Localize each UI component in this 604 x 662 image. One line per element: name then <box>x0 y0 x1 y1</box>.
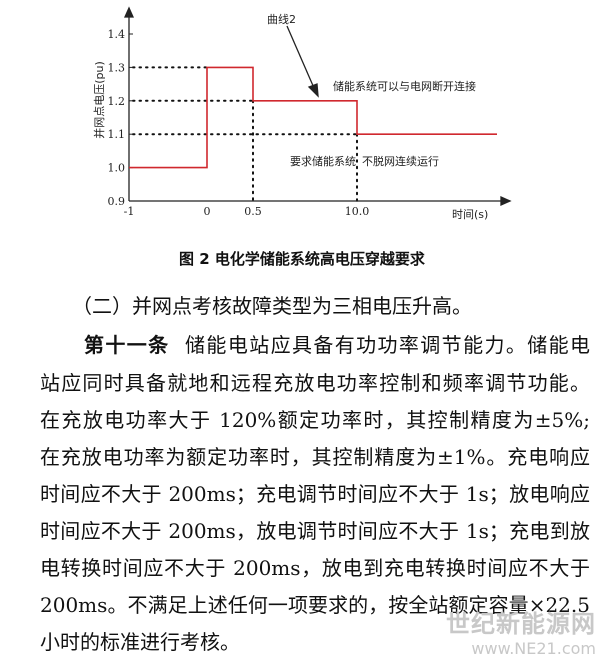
paragraph-line: 在充放电功率为额定功率时，其控制精度为±1%。充电响应 <box>40 445 590 469</box>
x-tick-label: -1 <box>124 205 135 218</box>
paragraph-line: 电转换时间应不大于 200ms，放电到充电转换时间应不大于 <box>40 556 590 580</box>
annotation-arrow <box>286 25 315 89</box>
lower-region-label-left: 要求储能系统 <box>290 154 356 168</box>
watermark: 世纪新能源网 www.NE21.com <box>446 604 596 658</box>
y-tick-label: 1.2 <box>108 95 126 108</box>
paragraph-line: 时间应不大于 200ms；充电调节时间应不大于 1s；放电响应 <box>40 482 590 506</box>
x-axis-arrow-icon <box>500 195 512 207</box>
figure-caption: 图 2 电化学储能系统高电压穿越要求 <box>179 250 425 268</box>
y-tick-label: 1.0 <box>108 162 126 175</box>
voltage-curve <box>129 66 497 169</box>
y-tick-label: 0.9 <box>108 195 126 208</box>
paragraph-line: 站应同时具备就地和远程充放电功率控制和频率调节功能。 <box>40 371 590 395</box>
voltage-ride-through-chart: 0.9 1.0 1.1 1.2 1.3 1.4 -1 0 0.5 10.0 曲线2 储能系统可以与… <box>92 6 512 221</box>
y-axis-label: 并网点电压(pu) <box>92 61 106 139</box>
article-title: 第十一条 <box>84 333 170 357</box>
x-tick-label: 10.0 <box>345 205 370 218</box>
paragraph-line: 时间应不大于 200ms，放电调节时间应不大于 1s；充电到放 <box>40 519 590 543</box>
x-tick-label: 0.5 <box>244 205 262 218</box>
annotation-arrow-head-icon <box>307 83 319 98</box>
y-tick-label: 1.4 <box>108 28 126 41</box>
y-tick-label: 1.3 <box>108 61 126 74</box>
paragraph-line: 200ms。不满足上述任何一项要求的，按全站额定容量×22.5 <box>40 593 590 617</box>
y-axis-arrow-icon <box>123 6 135 18</box>
curve-label: 曲线2 <box>267 12 296 26</box>
lower-region-label-right: 不脱网连续运行 <box>362 154 439 168</box>
y-tick-label: 1.1 <box>108 128 126 141</box>
x-axis-label: 时间(s) <box>452 208 488 221</box>
paragraph-line: （二）并网点考核故障类型为三相电压升高。 <box>72 294 472 318</box>
paragraph-line: 第十一条 储能电站应具备有功功率调节能力。储能电 <box>84 329 590 358</box>
upper-region-label: 储能系统可以与电网断开连接 <box>333 79 476 93</box>
paragraph-line: 小时的标准进行考核。 <box>40 630 240 654</box>
article-text: 储能电站应具备有功功率调节能力。储能电 <box>185 333 591 357</box>
paragraph-line: 在充放电功率大于 120%额定功率时，其控制精度为±5%; <box>40 408 590 432</box>
watermark-name: 世纪新能源网 <box>446 610 596 638</box>
watermark-url: www.NE21.com <box>471 639 596 658</box>
x-tick-label: 0 <box>204 205 211 218</box>
